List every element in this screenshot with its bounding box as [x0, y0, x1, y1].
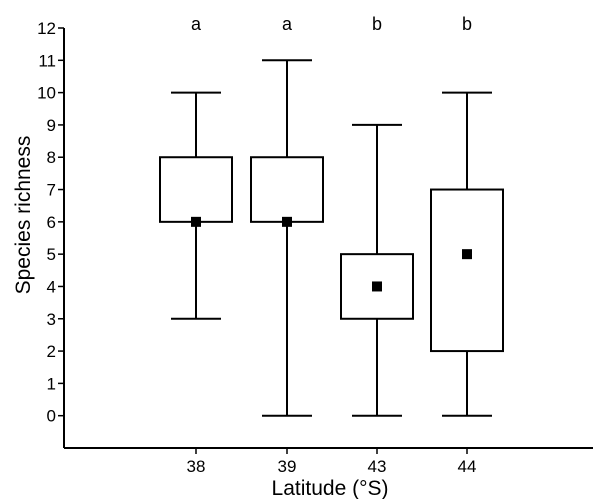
- y-tick-label: 8: [47, 148, 56, 167]
- median-marker: [191, 216, 201, 227]
- median-marker: [462, 249, 472, 260]
- box-group-44: b: [430, 14, 504, 417]
- y-axis-title: Species richness: [12, 136, 35, 295]
- median-marker: [282, 216, 292, 227]
- significance-letter: b: [372, 14, 382, 34]
- x-axis-ticks: 38 39 43 44: [187, 448, 477, 476]
- x-tick-label: 43: [368, 457, 387, 476]
- y-tick-label: 9: [47, 116, 56, 135]
- box-rect: [430, 188, 504, 353]
- y-tick-label: 4: [47, 277, 56, 296]
- y-tick-label: 7: [47, 181, 56, 200]
- y-tick-label: 11: [38, 51, 56, 70]
- y-tick-label: 10: [37, 84, 56, 103]
- y-tick-label: 12: [37, 19, 56, 38]
- y-tick-label: 3: [47, 310, 56, 329]
- y-tick-label: 6: [47, 213, 56, 232]
- y-tick-label: 5: [47, 245, 56, 264]
- box-group-39: a: [250, 14, 324, 417]
- y-tick-label: 1: [47, 374, 56, 393]
- box-rect: [250, 156, 324, 223]
- significance-letter: b: [462, 14, 472, 34]
- axes: [63, 28, 593, 449]
- significance-letter: a: [191, 14, 202, 34]
- x-tick-label: 44: [458, 457, 477, 476]
- y-tick-label: 2: [47, 342, 56, 361]
- significance-letter: a: [282, 14, 293, 34]
- median-marker: [372, 281, 382, 292]
- x-tick-label: 39: [278, 457, 297, 476]
- y-tick-label: 0: [47, 407, 56, 426]
- x-tick-label: 38: [187, 457, 206, 476]
- box-rect: [159, 156, 233, 223]
- box-group-43: b: [340, 14, 414, 417]
- x-axis-title: Latitude (°S): [272, 477, 389, 499]
- box-group-38: a: [159, 14, 233, 320]
